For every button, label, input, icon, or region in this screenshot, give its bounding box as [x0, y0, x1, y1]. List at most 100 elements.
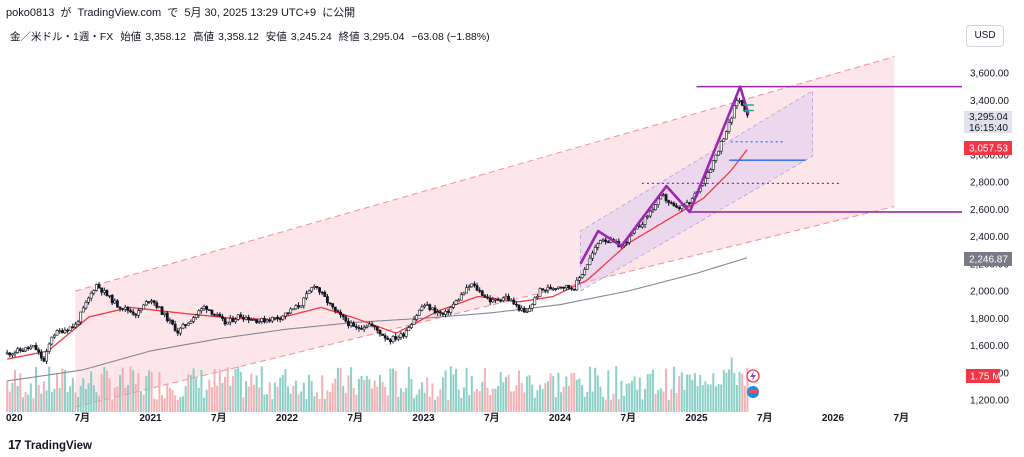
plot-area[interactable]	[5, 56, 962, 412]
volume-bar	[504, 377, 507, 412]
volume-bar	[58, 388, 61, 412]
tradingview-logo[interactable]: 17 TradingView	[8, 437, 92, 452]
volume-bar	[208, 379, 211, 412]
symbol-name[interactable]: 金／米ドル・1週・FX	[10, 31, 114, 43]
candle-body	[420, 306, 424, 311]
volume-bar	[523, 392, 526, 412]
volume-price-value: 1.75 M	[970, 372, 1001, 383]
time-tick-label: 2024	[549, 413, 572, 424]
candle-body	[381, 333, 384, 336]
candle-body	[383, 335, 387, 339]
volume-bar	[336, 367, 339, 412]
volume-bar	[292, 385, 295, 412]
candle-body	[218, 314, 222, 317]
volume-bar	[121, 367, 124, 412]
volume-bar	[313, 396, 316, 412]
candle-body	[179, 327, 182, 334]
volume-bar	[247, 386, 250, 412]
volume-bar	[636, 389, 639, 412]
candle-body	[522, 307, 526, 313]
volume-bar	[591, 391, 594, 412]
volume-bar	[525, 376, 528, 412]
time-tick-label: 2023	[412, 413, 435, 424]
open-label: 始値	[120, 31, 142, 43]
volume-bar	[441, 377, 444, 412]
volume-bar	[378, 374, 381, 412]
volume-bar	[539, 384, 542, 412]
candle-body	[155, 302, 159, 308]
site-name[interactable]: TradingView.com	[77, 7, 162, 19]
candle-body	[89, 292, 93, 299]
candle-body	[312, 286, 316, 288]
candle-body	[554, 288, 558, 290]
candle-body	[370, 323, 374, 327]
candle-body	[139, 308, 143, 311]
volume-bar	[260, 366, 263, 412]
volume-bar	[722, 369, 725, 412]
volume-bar	[245, 381, 248, 412]
volume-bar	[428, 396, 431, 412]
price-tick-label: 2,000.00	[970, 287, 1009, 298]
high-label: 高値	[192, 31, 214, 43]
time-axis[interactable]: 020 7月 2021 7月 2022 7月 2023 7月 2024 7月 2025 7月 2026 7…	[6, 412, 909, 424]
candle-body	[95, 284, 98, 291]
volume-bar	[365, 375, 368, 412]
candle-body	[257, 321, 261, 323]
candle-body	[606, 241, 610, 243]
candle-body	[433, 307, 437, 314]
candle-body	[504, 295, 508, 299]
volume-bar	[129, 366, 132, 412]
author-name[interactable]: poko0813	[6, 7, 55, 19]
candle-body	[74, 323, 77, 328]
volume-bar	[182, 396, 185, 412]
candle-body	[339, 311, 342, 316]
ma-short-price-value: 3,057.53	[969, 144, 1008, 155]
candle-body	[667, 200, 671, 203]
volume-bar	[494, 388, 497, 412]
wave-path[interactable]	[579, 85, 750, 265]
volume-bar	[528, 375, 531, 412]
time-tick-label: 7月	[620, 412, 636, 424]
volume-bar	[163, 398, 166, 412]
volume-bar	[670, 389, 673, 412]
volume-bar	[536, 390, 539, 412]
time-tick-label: 7月	[484, 412, 500, 424]
candle-body	[517, 304, 521, 311]
candle-body	[365, 325, 369, 328]
volume-bar	[287, 386, 290, 412]
volume-bar	[646, 374, 649, 412]
indicator-icons[interactable]	[746, 369, 760, 398]
candle-body	[286, 312, 290, 315]
volume-bar	[602, 396, 605, 412]
volume-bar	[318, 398, 321, 412]
candle-body	[158, 306, 161, 309]
volume-bar	[394, 370, 397, 412]
volume-bar	[638, 377, 641, 412]
volume-bar	[507, 374, 510, 412]
price-tick-label: 2,400.00	[970, 232, 1009, 243]
volume-bar	[19, 373, 22, 412]
channel-upper-line	[75, 56, 895, 292]
volume-bar	[701, 384, 704, 412]
volume-bar	[63, 369, 66, 412]
candle-body	[66, 329, 69, 332]
candle-body	[110, 295, 114, 304]
candle-body	[210, 309, 214, 315]
candle-body	[47, 343, 51, 352]
candle-body	[5, 352, 9, 355]
candle-body	[123, 306, 127, 310]
candle-body	[244, 317, 248, 320]
volume-bar	[279, 377, 282, 412]
candle-body	[323, 292, 327, 297]
candle-body	[486, 296, 489, 299]
candle-body	[276, 316, 279, 319]
candle-body	[541, 288, 545, 291]
currency-button[interactable]: USD	[966, 25, 1004, 47]
candles[interactable]	[5, 97, 749, 364]
volume-bar	[100, 373, 103, 412]
last-price-box	[964, 111, 1012, 133]
volume-bar	[392, 368, 395, 412]
volume-bar	[321, 375, 324, 412]
candle-body	[270, 317, 274, 322]
